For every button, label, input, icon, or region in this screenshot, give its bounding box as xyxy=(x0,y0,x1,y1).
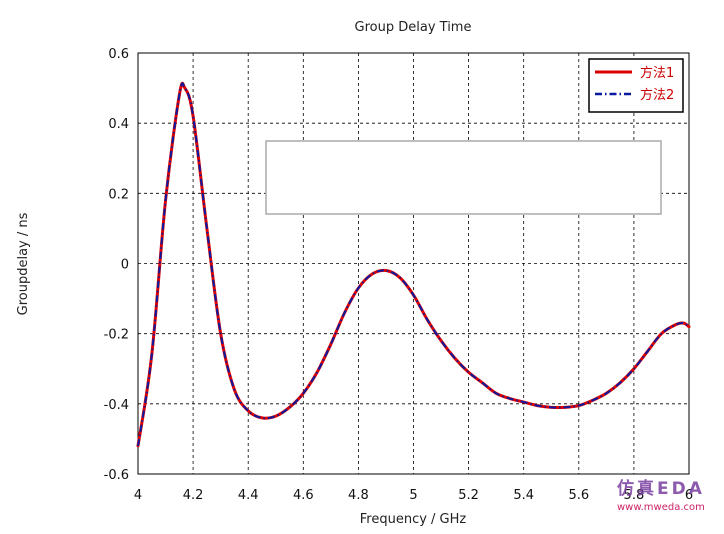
watermark-logo: 仿真EDA xyxy=(617,478,705,499)
series-line-2 xyxy=(137,82,690,447)
x-tick-label: 5.8 xyxy=(624,488,645,503)
y-tick-label: -0.4 xyxy=(104,398,129,413)
plot-frame xyxy=(137,52,690,475)
y-tick-label: 0.6 xyxy=(108,47,129,62)
y-tick-labels: 0.6 0.4 0.2 0 -0.2 -0.4 -0.6 xyxy=(104,47,129,483)
x-tick-label: 4.4 xyxy=(238,488,259,503)
watermark-url: www.mweda.com xyxy=(617,502,705,513)
y-tick-label: -0.6 xyxy=(104,468,129,483)
x-tick-label: 5.6 xyxy=(568,488,589,503)
legend-label-series-2: 方法2 xyxy=(640,87,674,103)
chart-title: Group Delay Time xyxy=(355,20,472,35)
grid-lines xyxy=(138,53,689,474)
legend-frame xyxy=(588,58,684,113)
x-tick-label: 4.2 xyxy=(183,488,204,503)
x-tick-labels: 4 4.2 4.4 4.6 4.8 5 5.2 5.4 5.6 5.8 6 xyxy=(134,488,693,503)
y-axis-label: Groupdelay / ns xyxy=(16,212,31,315)
x-tick-label: 6 xyxy=(685,488,693,503)
x-tick-label: 4.6 xyxy=(293,488,314,503)
y-tick-label: -0.2 xyxy=(104,328,129,343)
y-tick-label: 0 xyxy=(121,258,129,273)
y-tick-label: 0.2 xyxy=(108,187,129,202)
series-layer xyxy=(136,81,691,448)
watermark: 仿真EDA www.mweda.com xyxy=(617,478,705,513)
x-tick-label: 4 xyxy=(134,488,142,503)
x-axis-label: Frequency / GHz xyxy=(360,512,467,527)
legend: 方法1 方法2 xyxy=(588,58,684,113)
x-tick-label: 4.8 xyxy=(348,488,369,503)
x-tick-label: 5.4 xyxy=(513,488,534,503)
x-tick-label: 5 xyxy=(409,488,417,503)
x-tick-label: 5.2 xyxy=(458,488,479,503)
annotation-box xyxy=(265,140,662,215)
y-tick-label: 0.4 xyxy=(108,117,129,132)
legend-label-series-1: 方法1 xyxy=(640,65,674,81)
